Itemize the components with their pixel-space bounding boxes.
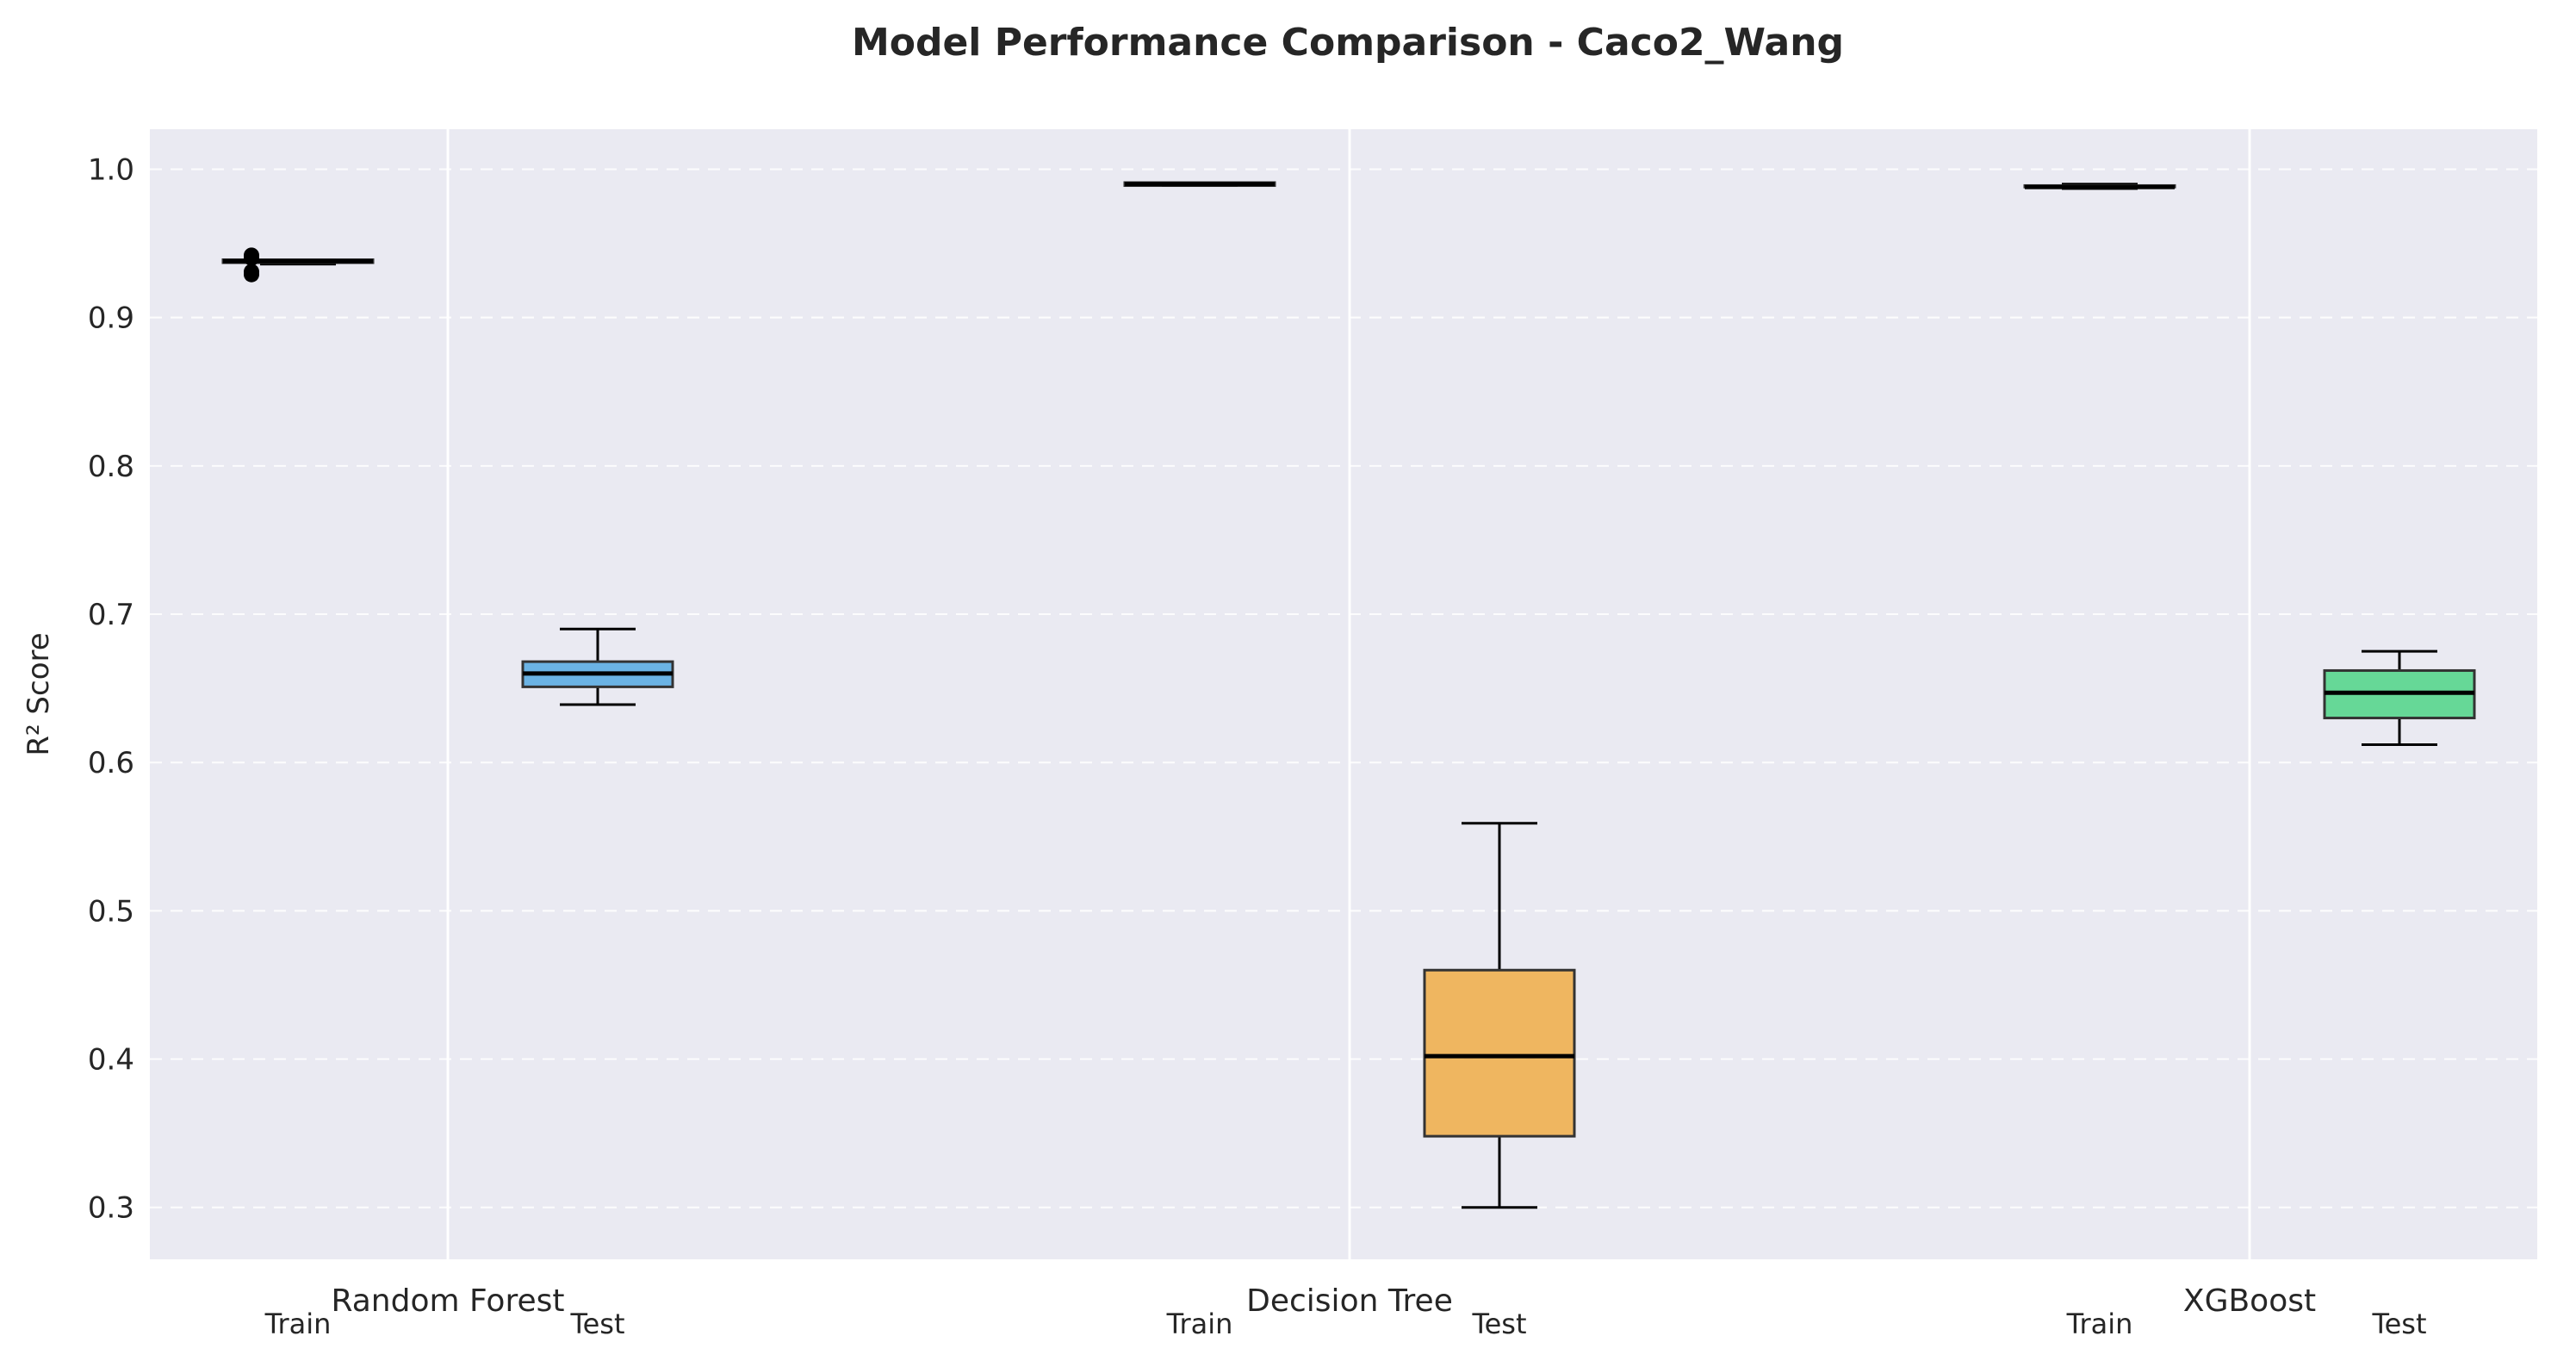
y-tick-label: 0.8 — [88, 450, 134, 484]
box-layer — [221, 181, 2476, 1209]
box-plot — [221, 247, 375, 283]
outlier-point — [244, 247, 259, 264]
y-tick-label: 0.6 — [88, 746, 134, 780]
y-tick-label: 0.5 — [88, 894, 134, 929]
split-label-test: Test — [1471, 1308, 1526, 1340]
outlier-point — [244, 264, 259, 280]
box-plot — [521, 627, 674, 706]
box-plot — [2323, 649, 2476, 747]
split-label-train: Train — [2066, 1308, 2133, 1340]
split-label-test: Test — [2371, 1308, 2426, 1340]
grid-layer — [150, 129, 2537, 1259]
box-plot — [1123, 181, 1276, 187]
split-label-train: Train — [264, 1308, 332, 1340]
category-label: XGBoost — [2183, 1283, 2316, 1319]
plot-area — [150, 129, 2537, 1259]
category-label: Decision Tree — [1246, 1283, 1453, 1319]
category-label: Random Forest — [332, 1283, 565, 1319]
y-tick-label: 1.0 — [88, 152, 134, 187]
y-axis-label: R² Score — [22, 632, 56, 755]
chart-title: Model Performance Comparison - Caco2_Wan… — [852, 21, 1844, 65]
y-tick-label: 0.4 — [88, 1043, 134, 1078]
box-plot — [2023, 183, 2176, 190]
split-label-train: Train — [1166, 1308, 1233, 1340]
box-iqr — [1423, 968, 1576, 1138]
box-plot — [1423, 822, 1576, 1209]
y-tick-label: 0.9 — [88, 301, 134, 336]
y-tick-label: 0.7 — [88, 598, 134, 632]
split-label-test: Test — [569, 1308, 624, 1340]
y-tick-label: 0.3 — [88, 1191, 134, 1226]
